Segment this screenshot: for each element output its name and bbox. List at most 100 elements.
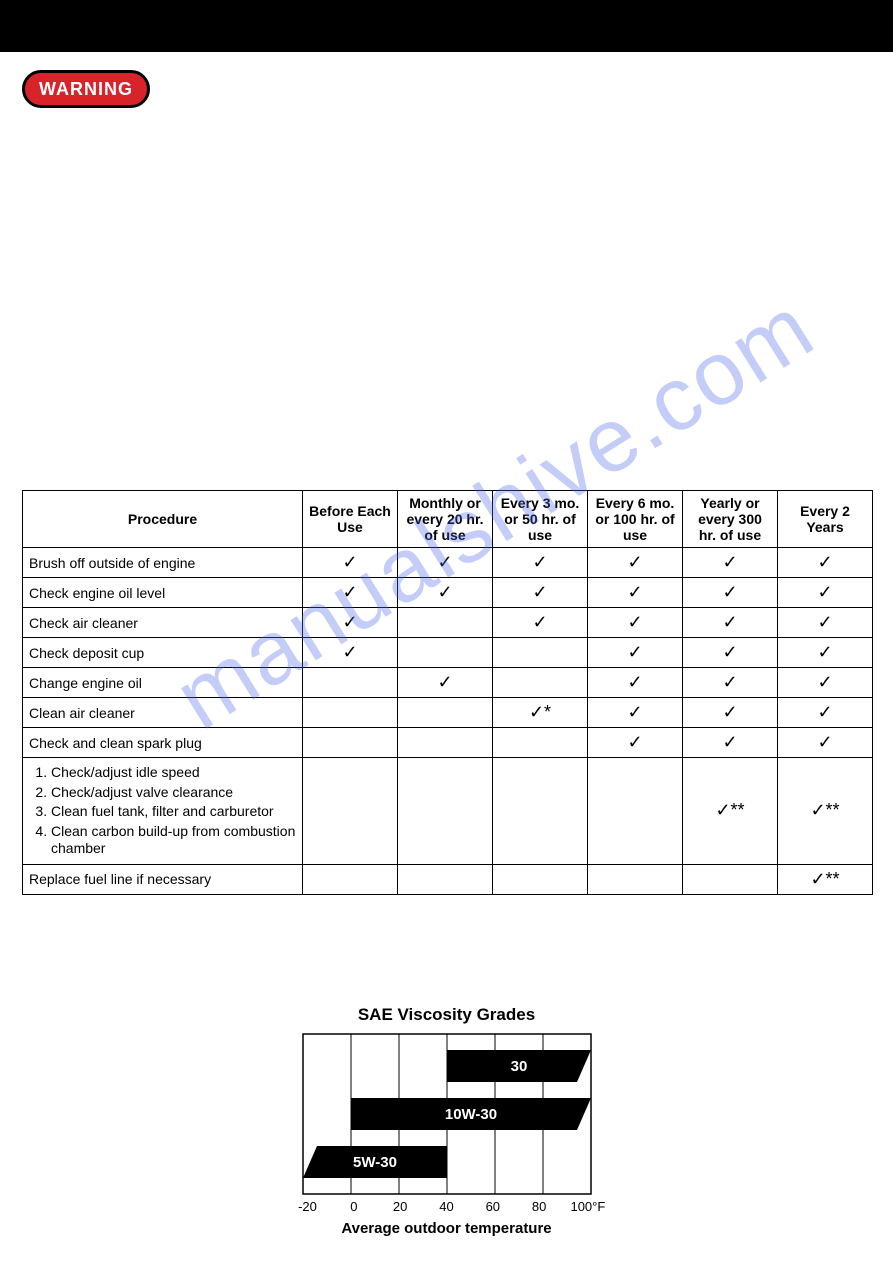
page-content: WARNING manualshive.com ProcedureBefore … bbox=[0, 52, 893, 1278]
col-interval-2: Monthly or every 20 hr. of use bbox=[398, 491, 493, 548]
mark-cell bbox=[493, 728, 588, 758]
maintenance-table: ProcedureBefore Each UseMonthly or every… bbox=[22, 490, 873, 895]
chart-title: SAE Viscosity Grades bbox=[22, 1005, 871, 1025]
mark-cell: ✓ bbox=[683, 578, 778, 608]
header-row: ProcedureBefore Each UseMonthly or every… bbox=[23, 491, 873, 548]
procedure-list-item: Clean carbon build-up from combustion ch… bbox=[51, 823, 296, 858]
mark-cell bbox=[683, 864, 778, 894]
viscosity-chart: 30 10W-30 5W-30 bbox=[293, 1033, 601, 1195]
mark-cell bbox=[493, 864, 588, 894]
mark-cell: ✓ bbox=[588, 668, 683, 698]
table-row: Check deposit cup✓✓✓✓ bbox=[23, 638, 873, 668]
mark-cell: ✓ bbox=[778, 728, 873, 758]
mark-cell bbox=[588, 864, 683, 894]
mark-cell: ✓ bbox=[778, 548, 873, 578]
x-tick: 100°F bbox=[570, 1199, 600, 1214]
mark-cell bbox=[303, 668, 398, 698]
viscosity-chart-section: SAE Viscosity Grades 3010W-305W-30 -2002… bbox=[22, 1005, 871, 1238]
procedure-cell: Check and clean spark plug bbox=[23, 728, 303, 758]
x-tick: 0 bbox=[339, 1199, 369, 1214]
maintenance-table-section: ProcedureBefore Each UseMonthly or every… bbox=[22, 490, 871, 895]
x-tick: 80 bbox=[524, 1199, 554, 1214]
mark-cell bbox=[398, 698, 493, 728]
mark-cell: ✓ bbox=[588, 728, 683, 758]
mark-cell: ✓ bbox=[683, 638, 778, 668]
mark-cell bbox=[398, 758, 493, 865]
top-black-bar bbox=[0, 0, 893, 52]
table-row: Replace fuel line if necessary ✓** bbox=[23, 864, 873, 894]
warning-text: WARNING bbox=[39, 79, 133, 100]
mark-cell: ✓ bbox=[493, 578, 588, 608]
table-row: Brush off outside of engine✓✓✓✓✓✓ bbox=[23, 548, 873, 578]
col-interval-6: Every 2 Years bbox=[778, 491, 873, 548]
col-procedure: Procedure bbox=[23, 491, 303, 548]
viscosity-bar-label: 30 bbox=[510, 1058, 527, 1075]
table-row: Clean air cleaner✓*✓✓✓ bbox=[23, 698, 873, 728]
procedure-cell: Change engine oil bbox=[23, 668, 303, 698]
mark-cell: ✓ bbox=[303, 638, 398, 668]
mark-cell bbox=[303, 864, 398, 894]
mark-cell bbox=[493, 638, 588, 668]
mark-cell: ✓ bbox=[398, 548, 493, 578]
mark-cell bbox=[303, 728, 398, 758]
mark-cell bbox=[398, 608, 493, 638]
mark-cell: ✓** bbox=[778, 864, 873, 894]
mark-cell: ✓ bbox=[683, 548, 778, 578]
table-row: Check air cleaner✓✓✓✓✓ bbox=[23, 608, 873, 638]
x-axis-label: Average outdoor temperature bbox=[293, 1220, 601, 1237]
procedure-list: Check/adjust idle speed Check/adjust valv… bbox=[29, 764, 296, 858]
mark-cell: ✓** bbox=[778, 758, 873, 865]
warning-badge: WARNING bbox=[22, 70, 150, 108]
mark-cell: ✓ bbox=[778, 608, 873, 638]
x-tick: 20 bbox=[385, 1199, 415, 1214]
mark-cell: ✓ bbox=[683, 728, 778, 758]
col-interval-3: Every 3 mo. or 50 hr. of use bbox=[493, 491, 588, 548]
viscosity-bar-label: 10W-30 bbox=[444, 1106, 496, 1123]
procedure-cell: Clean air cleaner bbox=[23, 698, 303, 728]
table-row: Change engine oil✓✓✓✓ bbox=[23, 668, 873, 698]
table-body: Brush off outside of engine✓✓✓✓✓✓Check e… bbox=[23, 548, 873, 895]
mark-cell: ✓ bbox=[683, 668, 778, 698]
mark-cell bbox=[303, 698, 398, 728]
x-tick: 60 bbox=[478, 1199, 508, 1214]
mark-cell: ✓ bbox=[303, 548, 398, 578]
procedure-list-item: Check/adjust valve clearance bbox=[51, 784, 296, 802]
col-interval-1: Before Each Use bbox=[303, 491, 398, 548]
mark-cell: ✓ bbox=[303, 578, 398, 608]
x-tick-labels: -20020406080100°F bbox=[293, 1199, 601, 1214]
mark-cell: ✓** bbox=[683, 758, 778, 865]
procedure-list-item: Clean fuel tank, filter and carburetor bbox=[51, 803, 296, 821]
procedure-cell: Check engine oil level bbox=[23, 578, 303, 608]
procedure-cell: Check air cleaner bbox=[23, 608, 303, 638]
mark-cell bbox=[303, 758, 398, 865]
procedure-list-item: Check/adjust idle speed bbox=[51, 764, 296, 782]
mark-cell: ✓ bbox=[778, 638, 873, 668]
mark-cell: ✓ bbox=[683, 698, 778, 728]
mark-cell: ✓ bbox=[493, 548, 588, 578]
mark-cell: ✓ bbox=[588, 638, 683, 668]
mark-cell bbox=[588, 758, 683, 865]
procedure-cell: Brush off outside of engine bbox=[23, 548, 303, 578]
procedure-cell: Replace fuel line if necessary bbox=[23, 864, 303, 894]
procedure-cell: Check deposit cup bbox=[23, 638, 303, 668]
mark-cell: ✓* bbox=[493, 698, 588, 728]
col-interval-4: Every 6 mo. or 100 hr. of use bbox=[588, 491, 683, 548]
mark-cell: ✓ bbox=[303, 608, 398, 638]
x-tick: 40 bbox=[431, 1199, 461, 1214]
mark-cell: ✓ bbox=[778, 698, 873, 728]
col-interval-5: Yearly or every 300 hr. of use bbox=[683, 491, 778, 548]
mark-cell bbox=[493, 758, 588, 865]
table-row: Check engine oil level✓✓✓✓✓✓ bbox=[23, 578, 873, 608]
mark-cell: ✓ bbox=[683, 608, 778, 638]
table-row: Check and clean spark plug✓✓✓ bbox=[23, 728, 873, 758]
mark-cell bbox=[398, 864, 493, 894]
chart-wrap: 3010W-305W-30 -20020406080100°F Average … bbox=[293, 1033, 601, 1237]
mark-cell bbox=[493, 668, 588, 698]
mark-cell: ✓ bbox=[493, 608, 588, 638]
mark-cell: ✓ bbox=[588, 578, 683, 608]
mark-cell: ✓ bbox=[778, 578, 873, 608]
table-head: ProcedureBefore Each UseMonthly or every… bbox=[23, 491, 873, 548]
mark-cell: ✓ bbox=[398, 578, 493, 608]
mark-cell: ✓ bbox=[588, 608, 683, 638]
viscosity-bar-label: 5W-30 bbox=[353, 1154, 397, 1171]
